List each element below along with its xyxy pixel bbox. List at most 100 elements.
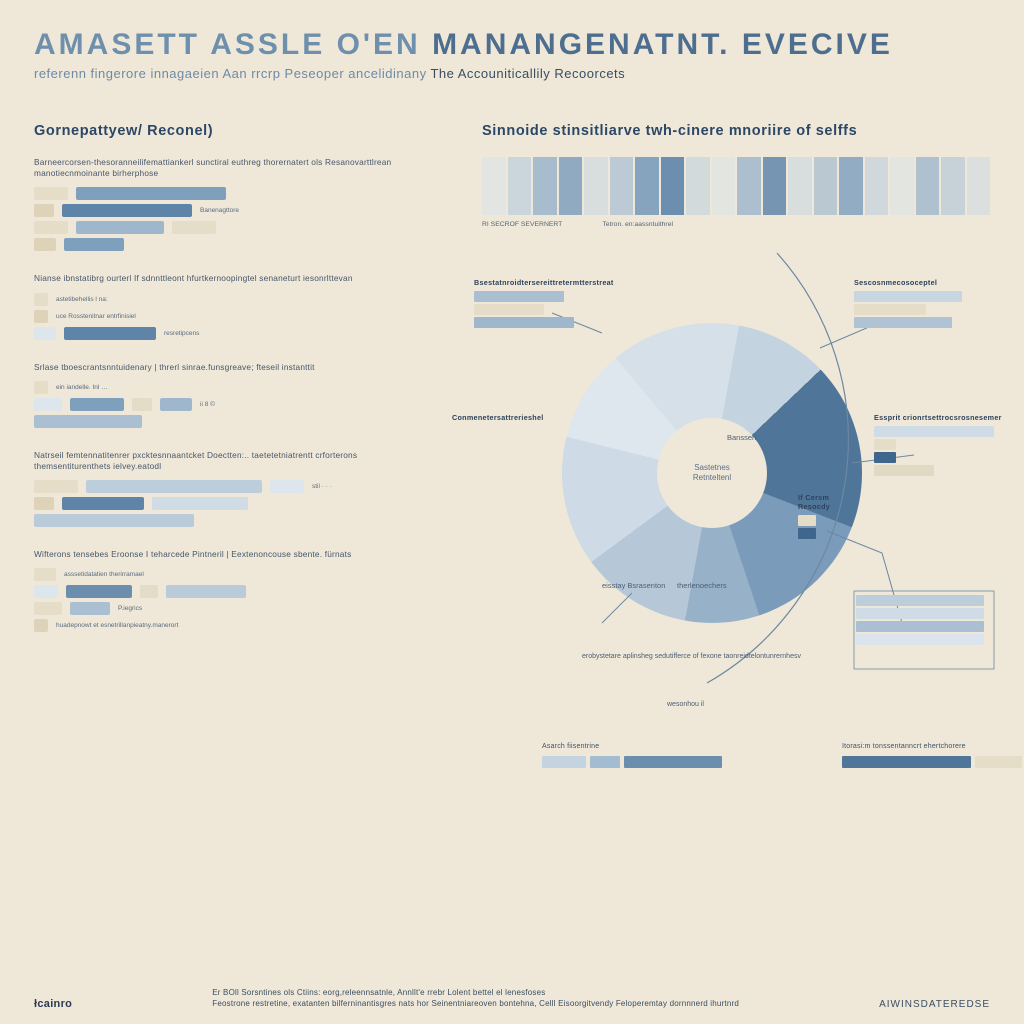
strip-bar <box>34 204 54 217</box>
timeline-cell <box>941 157 965 215</box>
strip-bar <box>34 381 48 394</box>
callout-chip <box>856 634 984 645</box>
strip-label: uce Rosstenitnar entrfinisiel <box>56 313 136 320</box>
page-root: AMASETT ASSLE O'EN MANANGENATNT. EVECIVE… <box>0 0 1024 1024</box>
timeline-cell <box>610 157 634 215</box>
subtitle-seg-a: referenn fingerore innagaeien Aan rrcrp … <box>34 66 427 81</box>
donut-slice-label: therlenoechers <box>677 581 727 590</box>
left-strip-row <box>34 221 464 234</box>
callout-chip <box>856 595 984 606</box>
callout-row <box>874 426 1004 437</box>
bar-pair-right: Itorasi:m tonssentanncrt ehertchorere <box>842 743 1022 771</box>
left-strip-row: uce Rosstenitnar entrfinisiel <box>34 310 464 323</box>
strip-bar <box>172 221 216 234</box>
strip-bar <box>34 293 48 306</box>
callout-row <box>874 465 1004 476</box>
footer-left: łcainro <box>34 998 72 1010</box>
footer-fineprint: Er BOll Sorsntines ols Ctiins: eorg,rele… <box>212 988 739 1010</box>
callout-row <box>854 304 984 315</box>
left-blocks: Barneercorsen-thesoranneilifemattiankerl… <box>34 157 464 632</box>
left-strip-row <box>34 497 464 510</box>
left-strip-row: stil · · · <box>34 480 464 493</box>
footer-line-a: Er BOll Sorsntines ols Ctiins: eorg,rele… <box>212 988 739 999</box>
left-column: Gornepattyew/ Reconel) Barneercorsen-the… <box>34 123 464 953</box>
callout-card: Bsestatnroidtersereittretermtterstreat <box>474 278 604 330</box>
timeline-cell <box>712 157 736 215</box>
callout-chip <box>798 515 816 526</box>
callout-card <box>856 593 986 647</box>
strip-label: asssetidatatien therirramael <box>64 571 144 578</box>
header: AMASETT ASSLE O'EN MANANGENATNT. EVECIVE… <box>34 28 990 81</box>
bar-pair-left-bars <box>542 756 722 768</box>
callout-chip <box>474 291 564 302</box>
strip-bar <box>64 238 124 251</box>
timeline-chart <box>482 157 990 215</box>
bar-row <box>842 756 1022 768</box>
timeline-cell <box>788 157 812 215</box>
left-strip-row <box>34 238 464 251</box>
callout-chip <box>856 608 984 619</box>
timeline-cell <box>737 157 761 215</box>
strip-bar <box>62 497 144 510</box>
body-columns: Gornepattyew/ Reconel) Barneercorsen-the… <box>34 123 990 953</box>
strip-bar <box>34 238 56 251</box>
strip-label: huadepnowt et esnetrillanpieatny.maneror… <box>56 622 178 629</box>
timeline-cell <box>814 157 838 215</box>
footer: łcainro Er BOll Sorsntines ols Ctiins: e… <box>34 988 990 1010</box>
donut-slice-label: Banssen <box>727 433 756 442</box>
strip-bar <box>34 187 68 200</box>
strip-bar <box>70 398 124 411</box>
callout-row <box>474 304 604 315</box>
left-strip-row: ein iandelle. Inl … <box>34 381 464 394</box>
strip-bar <box>140 585 158 598</box>
page-subtitle: referenn fingerore innagaeien Aan rrcrp … <box>34 66 990 81</box>
footer-brand: AIWINSDATEREDSE <box>879 999 990 1010</box>
strip-bar <box>76 187 226 200</box>
left-strip-row: Banenagttore <box>34 204 464 217</box>
callout-row <box>854 317 984 328</box>
left-block-blurb: Wifterons tensebes Eroonse I teharcede P… <box>34 549 424 560</box>
callout-chip <box>854 304 926 315</box>
timeline-cell <box>890 157 914 215</box>
timeline-cell <box>686 157 710 215</box>
strip-label: ein iandelle. Inl … <box>56 384 108 391</box>
strip-label: resretipcens <box>164 330 199 337</box>
right-column: Sinnoide stinsitliarve twh-cinere mnorii… <box>482 123 990 953</box>
callout-heading: Essprit crionrtsettrocsrosnesemer <box>874 413 1004 422</box>
strip-bar <box>34 327 56 340</box>
strip-bar <box>34 568 56 581</box>
timeline-cell <box>916 157 940 215</box>
callout-card: If Cersm Resocdy <box>798 493 928 541</box>
strip-label: astetibehellis l na: <box>56 296 108 303</box>
timeline-cell <box>635 157 659 215</box>
callout-row <box>874 452 1004 463</box>
left-block-blurb: Barneercorsen-thesoranneilifemattiankerl… <box>34 157 424 179</box>
left-strip-row: astetibehellis l na: <box>34 293 464 306</box>
callout-chip <box>874 452 896 463</box>
timeline-cell <box>482 157 506 215</box>
timeline-cell <box>763 157 787 215</box>
strip-bar <box>62 204 192 217</box>
callout-chip <box>474 317 574 328</box>
callout-chip <box>874 465 934 476</box>
bar-segment <box>624 756 722 768</box>
timeline-cell <box>839 157 863 215</box>
bar-row <box>542 756 722 768</box>
callout-card: Sescosnmecosoceptel <box>854 278 984 330</box>
strip-bar <box>76 221 164 234</box>
mid-label: wesonhou il <box>667 701 704 708</box>
left-strip-row <box>34 585 464 598</box>
callout-chip <box>854 317 952 328</box>
donut-leader-text: Conmenetersattrerieshel <box>452 413 562 422</box>
callout-row <box>474 291 604 302</box>
callout-chip <box>874 439 896 450</box>
footer-line-b: Feostrone restretine, exatanten bilferni… <box>212 999 739 1010</box>
timeline-cell <box>559 157 583 215</box>
strip-bar <box>166 585 246 598</box>
left-strip-row <box>34 415 464 428</box>
timeline-caption-a: RI SECROF SEVERNERT <box>482 221 562 228</box>
subtitle-seg-b: The Accouniticallily Recoorcets <box>430 66 625 81</box>
strip-bar <box>86 480 262 493</box>
callout-card: Essprit crionrtsettrocsrosnesemer <box>874 413 1004 478</box>
donut-chart: Sastetnes Retnteltenl Bansseneisstay Bsr… <box>562 323 862 623</box>
